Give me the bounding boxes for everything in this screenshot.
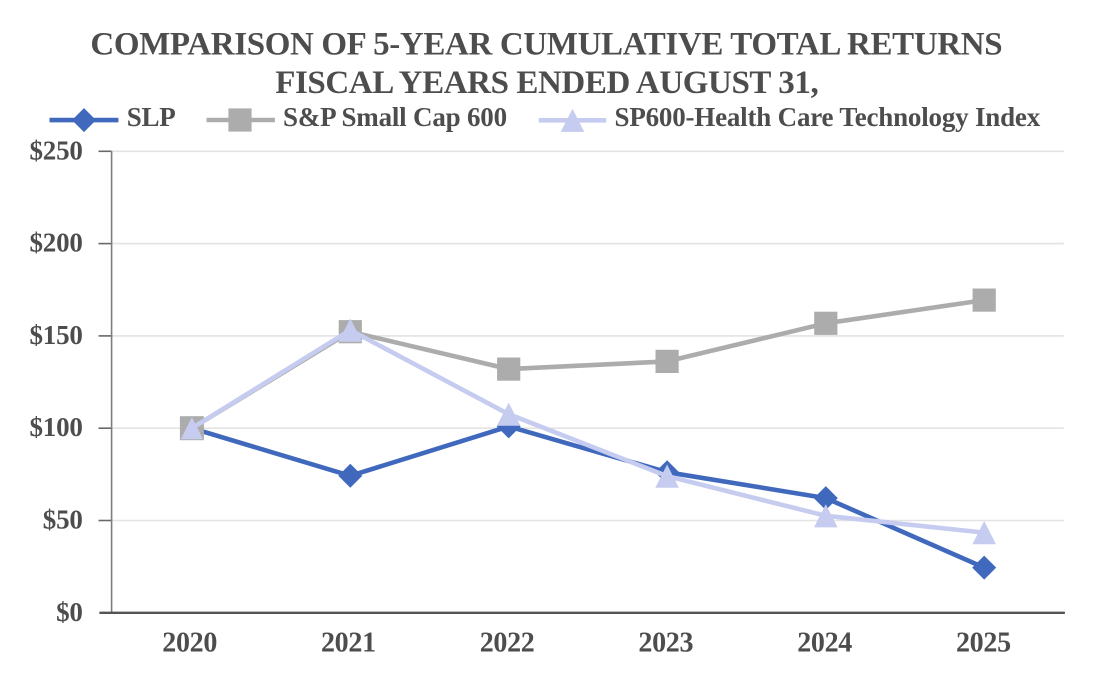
svg-text:$150: $150 xyxy=(29,320,82,350)
svg-text:FISCAL YEARS ENDED AUGUST 31,: FISCAL YEARS ENDED AUGUST 31, xyxy=(275,65,818,101)
svg-text:$0: $0 xyxy=(56,597,83,627)
svg-text:SP600-Health Care Technology I: SP600-Health Care Technology Index xyxy=(615,102,1041,132)
svg-text:$50: $50 xyxy=(43,505,83,535)
svg-text:2022: 2022 xyxy=(480,628,535,659)
svg-text:SLP: SLP xyxy=(127,102,176,132)
svg-text:$100: $100 xyxy=(29,412,82,442)
svg-text:2024: 2024 xyxy=(797,628,852,659)
svg-text:$250: $250 xyxy=(29,135,82,165)
svg-text:S&P Small Cap 600: S&P Small Cap 600 xyxy=(283,102,507,132)
svg-text:2021: 2021 xyxy=(321,628,376,659)
svg-text:$200: $200 xyxy=(29,228,82,258)
svg-text:2020: 2020 xyxy=(162,628,217,659)
svg-text:2025: 2025 xyxy=(956,628,1011,659)
svg-text:2023: 2023 xyxy=(638,628,693,659)
svg-text:COMPARISON OF 5-YEAR CUMULATIV: COMPARISON OF 5-YEAR CUMULATIVE TOTAL RE… xyxy=(90,26,1002,62)
